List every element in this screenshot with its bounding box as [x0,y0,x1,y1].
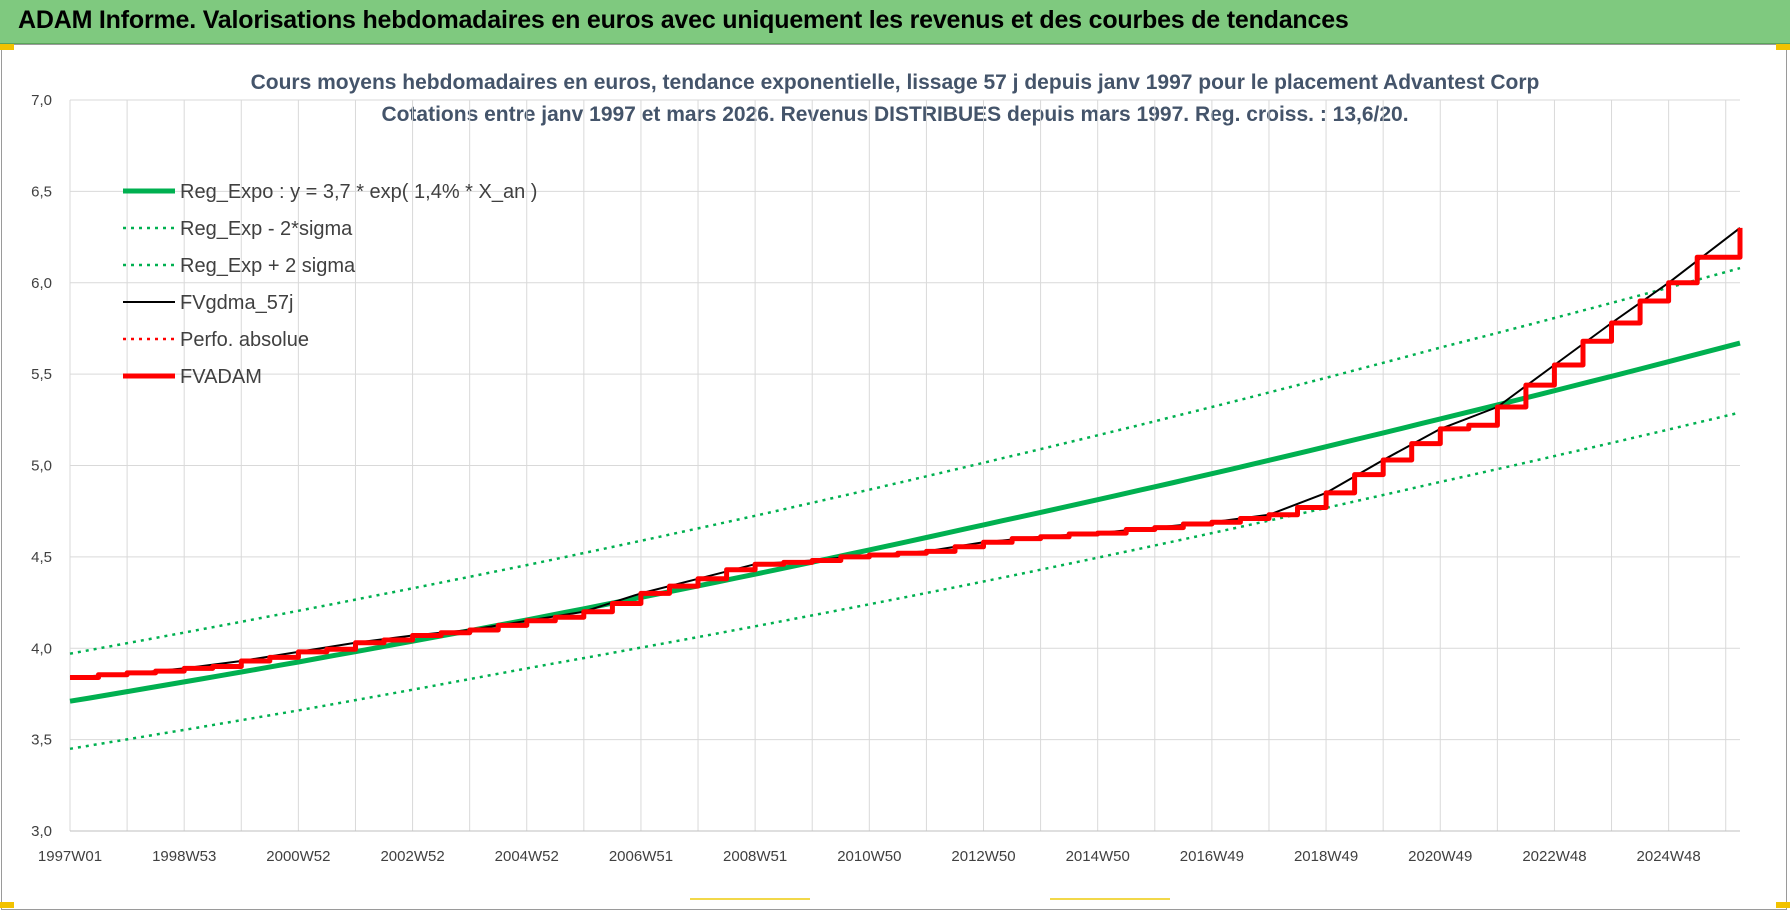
y-tick-label: 3,0 [31,823,52,840]
corner-mark [0,902,14,908]
y-tick-label: 4,5 [31,549,52,566]
legend-label: FVgdma_57j [180,292,293,314]
selection-mark [1050,898,1170,900]
header-banner: ADAM Informe. Valorisations hebdomadaire… [0,0,1790,44]
corner-mark [1776,44,1790,50]
series-line-reg_expo [69,340,1741,704]
selection-mark [690,898,810,900]
legend-label: Perfo. absolue [180,329,309,351]
y-tick-label: 7,0 [31,92,52,109]
x-tick-label: 2012W50 [951,848,1015,865]
chart-title: Cours moyens hebdomadaires en euros, ten… [250,71,1540,94]
x-tick-label: 2024W48 [1637,848,1701,865]
series-line-fvadam [70,227,1743,680]
legend-label: Reg_Expo : y = 3,7 * exp( 1,4% * X_an ) [180,181,537,203]
x-tick-label: 2010W50 [837,848,901,865]
corner-mark [1776,902,1790,908]
x-tick-label: 1998W53 [152,848,216,865]
y-tick-label: 6,5 [31,183,52,200]
x-tick-label: 2016W49 [1180,848,1244,865]
series-line-reg_exp [69,411,1741,751]
x-tick-label: 2020W49 [1408,848,1472,865]
legend-label: Reg_Exp - 2*sigma [180,218,353,240]
y-tick-label: 4,0 [31,640,52,657]
series-line-fvgdma_57j [69,227,1741,679]
x-tick-label: 1997W01 [38,848,102,865]
x-tick-label: 2008W51 [723,848,787,865]
y-tick-label: 3,5 [31,732,52,749]
page-title: ADAM Informe. Valorisations hebdomadaire… [18,6,1349,34]
legend-label: Reg_Exp + 2 sigma [180,255,356,277]
x-tick-label: 2018W49 [1294,848,1358,865]
x-tick-label: 2000W52 [266,848,330,865]
x-tick-label: 2022W48 [1522,848,1586,865]
chart-subtitle: Cotations entre janv 1997 et mars 2026. … [381,103,1409,126]
series-line-reg_exp [69,266,1741,655]
corner-mark [0,44,14,50]
y-tick-label: 5,0 [31,458,52,475]
x-tick-label: 2004W52 [495,848,559,865]
x-tick-label: 2006W51 [609,848,673,865]
y-tick-label: 5,5 [31,366,52,383]
x-tick-label: 2002W52 [380,848,444,865]
x-tick-label: 2014W50 [1066,848,1130,865]
legend-label: FVADAM [180,366,262,388]
y-tick-label: 6,0 [31,275,52,292]
